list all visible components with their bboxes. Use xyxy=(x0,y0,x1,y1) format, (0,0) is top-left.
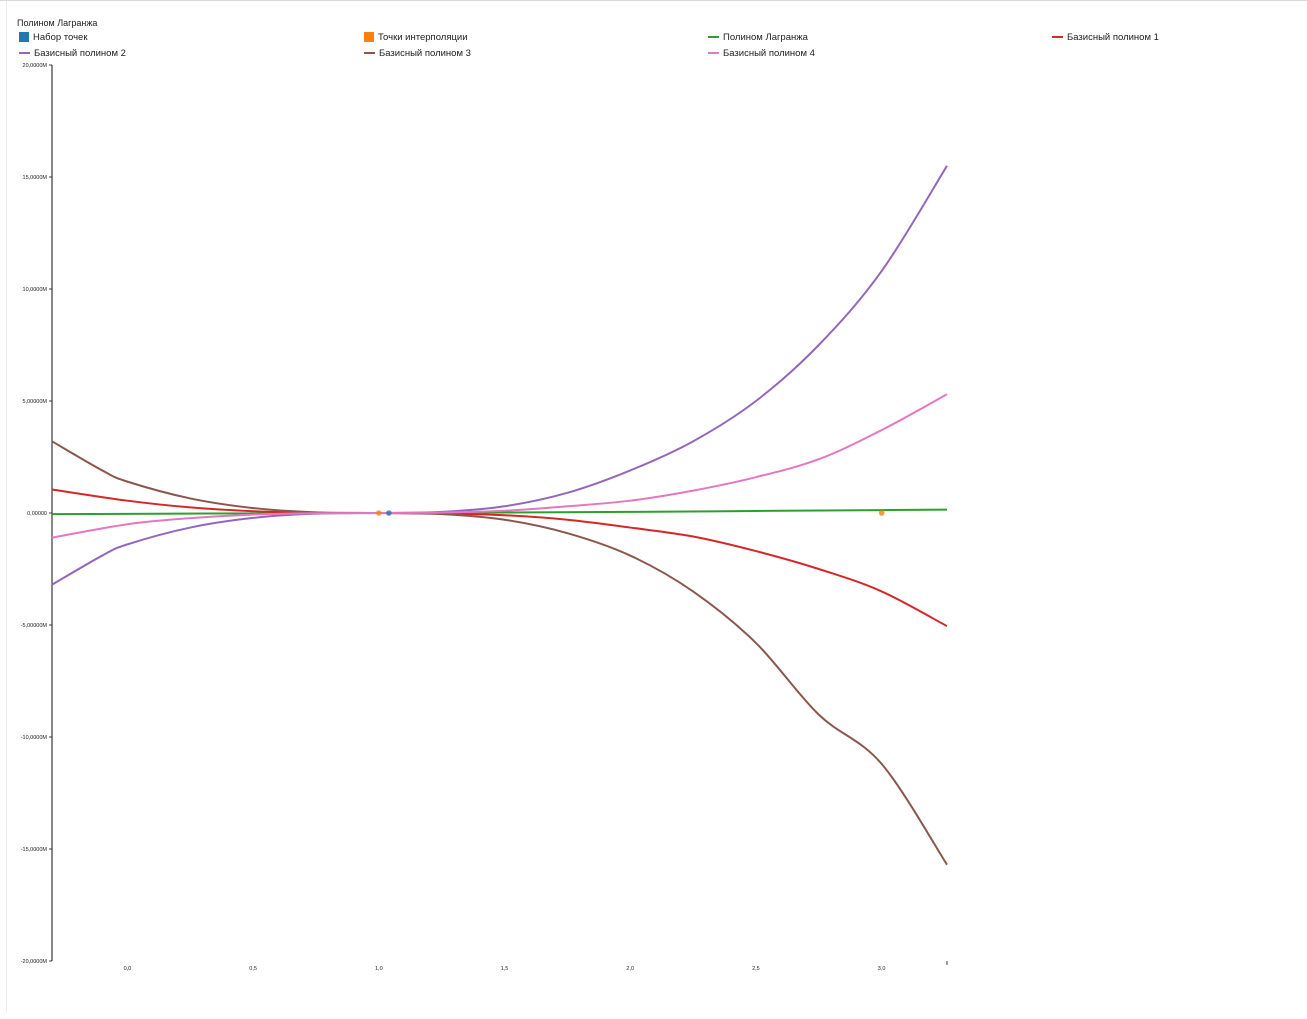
x-tick-label: 1,0 xyxy=(375,966,383,972)
legend-item-interpolation-points[interactable]: Точки интерполяции xyxy=(364,30,468,44)
legend-item-lagrange-polynomial[interactable]: Полином Лагранжа xyxy=(708,30,808,44)
x-tick-label: 2,0 xyxy=(626,966,634,972)
x-tick-label: 2,5 xyxy=(752,966,760,972)
x-tick-label: 0,0 xyxy=(124,966,132,972)
axes: 20,0000M 15,0000M 10,0000M 5,00000M 0,00000 -… xyxy=(21,63,948,972)
series-line-4 xyxy=(51,440,948,866)
series-lines xyxy=(51,165,948,866)
y-tick-label: 15,0000M xyxy=(23,175,48,181)
top-rule xyxy=(0,0,1307,1)
legend-swatch xyxy=(708,36,719,38)
legend-swatch xyxy=(1052,36,1063,38)
series-line-5 xyxy=(51,393,948,539)
legend-item-basis-polynomial-3[interactable]: Базисный полином 3 xyxy=(364,46,471,60)
legend-item-basis-polynomial-4[interactable]: Базисный полином 4 xyxy=(708,46,815,60)
legend-swatch xyxy=(19,52,30,54)
x-tick-label: 3,0 xyxy=(878,966,886,972)
series-line-3 xyxy=(51,165,948,586)
legend-label: Базисный полином 1 xyxy=(1067,31,1159,43)
data-point-1-1 xyxy=(386,510,392,516)
legend-swatch xyxy=(708,52,719,54)
legend-item-basis-polynomial-1[interactable]: Базисный полином 1 xyxy=(1052,30,1159,44)
legend-swatch xyxy=(364,52,375,54)
legend-item-dataset[interactable]: Набор точек xyxy=(19,30,88,44)
y-tick-label: 5,00000M xyxy=(23,399,48,405)
legend-label: Базисный полином 4 xyxy=(723,47,815,59)
y-tick-label: -5,00000M xyxy=(21,623,48,629)
y-tick-label: -15,0000M xyxy=(21,847,48,853)
y-tick-label: -10,0000M xyxy=(21,735,48,741)
legend-label: Базисный полином 3 xyxy=(379,47,471,59)
chart-legend: Набор точек Точки интерполяции Полином Л… xyxy=(19,30,1279,62)
legend-item-basis-polynomial-2[interactable]: Базисный полином 2 xyxy=(19,46,126,60)
series-line-1 xyxy=(51,508,948,516)
series-points xyxy=(376,510,885,516)
x-tick-label: 1,5 xyxy=(501,966,509,972)
data-point-2-2 xyxy=(878,510,885,516)
x-tick-label: 0,5 xyxy=(249,966,257,972)
legend-swatch xyxy=(364,32,374,42)
legend-swatch xyxy=(19,32,29,42)
series-line-2 xyxy=(51,488,948,628)
legend-label: Набор точек xyxy=(33,31,88,43)
chart-title: Полином Лагранжа xyxy=(17,18,98,28)
legend-label: Полином Лагранжа xyxy=(723,31,808,43)
y-tick-label: 20,0000M xyxy=(23,63,48,69)
legend-label: Базисный полином 2 xyxy=(34,47,126,59)
data-point-2-1 xyxy=(376,510,382,516)
y-tick-label: -20,0000M xyxy=(21,959,48,965)
left-rule xyxy=(6,1,7,1013)
y-tick-label: 0,00000 xyxy=(27,511,47,517)
y-tick-label: 10,0000M xyxy=(23,287,48,293)
legend-label: Точки интерполяции xyxy=(378,31,468,43)
